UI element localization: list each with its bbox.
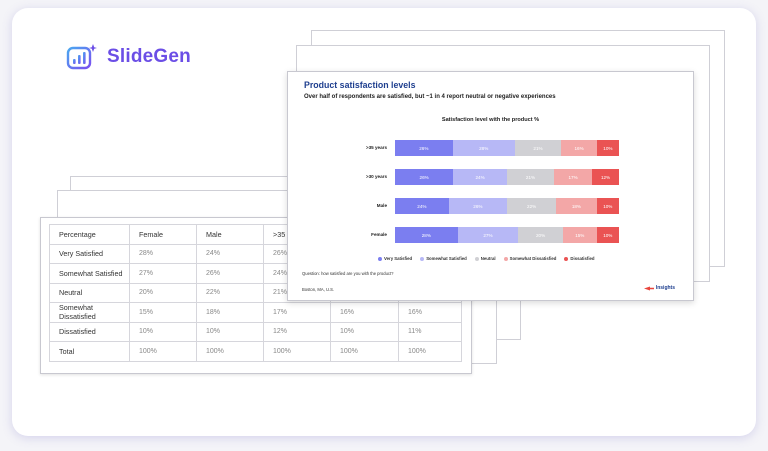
bar-segment: 20% bbox=[518, 227, 563, 243]
table-cell: 16% bbox=[398, 302, 462, 323]
location-note: Boston, MA, U.S. bbox=[302, 287, 335, 292]
table-cell: 100% bbox=[129, 341, 197, 362]
table-cell: 10% bbox=[196, 321, 264, 342]
column-header: Male bbox=[196, 224, 264, 245]
bar-segment: 26% bbox=[395, 169, 454, 185]
bar-segment: 21% bbox=[514, 140, 562, 156]
brand-text: Insights bbox=[655, 285, 675, 291]
legend-label: Very Satisfied bbox=[384, 256, 413, 261]
legend-swatch bbox=[564, 256, 569, 261]
legend-item: Dissatisfied bbox=[564, 256, 595, 261]
legend-swatch bbox=[503, 256, 508, 261]
bar-segment: 24% bbox=[395, 198, 449, 214]
row-label: Neutral bbox=[49, 282, 130, 303]
table-row: Somewhat Dissatisfied 15% 18% 17% 16% 16… bbox=[49, 302, 462, 323]
chart-title: Satisfaction level with the product % bbox=[441, 117, 540, 123]
table-cell: 26% bbox=[196, 263, 264, 284]
legend-swatch bbox=[474, 256, 479, 261]
chart-legend: Very Satisfied Somewhat Satisfied Neutral S… bbox=[378, 256, 595, 261]
bar-segment: 10% bbox=[596, 140, 619, 156]
table-cell: 16% bbox=[330, 302, 399, 323]
table-cell: 18% bbox=[196, 302, 264, 323]
table-cell: 15% bbox=[129, 302, 197, 323]
legend-label: Somewhat Satisfied bbox=[426, 256, 467, 261]
table-cell: 28% bbox=[129, 243, 197, 264]
category-label: >30 years bbox=[365, 174, 387, 179]
slide-title: Product satisfaction levels bbox=[304, 80, 416, 90]
app-name: SlideGen bbox=[107, 46, 191, 67]
bar-segment: 22% bbox=[507, 198, 557, 214]
legend-item: Very Satisfied bbox=[378, 256, 412, 261]
bar-segment: 26% bbox=[395, 140, 453, 156]
table-cell: 100% bbox=[330, 341, 399, 362]
row-label: Very Satisfied bbox=[49, 243, 130, 264]
legend-item: Neutral bbox=[474, 256, 496, 261]
table-row: Total 100% 100% 100% 100% 100% bbox=[49, 341, 462, 362]
table-cell: 20% bbox=[129, 282, 197, 303]
data-table-slide: Percentage Female Male >35 Very Satisfie… bbox=[40, 217, 472, 374]
bar-segment: 21% bbox=[507, 169, 555, 185]
brand-logo: Insights bbox=[643, 285, 675, 291]
table-cell: 10% bbox=[330, 321, 399, 342]
column-header: Female bbox=[129, 224, 197, 245]
row-label: Somewhat Dissatisfied bbox=[49, 302, 130, 323]
legend-label: Somewhat Dissatisfied bbox=[509, 256, 557, 261]
row-label: Total bbox=[49, 341, 130, 362]
bar-segment: 10% bbox=[596, 198, 619, 214]
bar-segment: 12% bbox=[592, 169, 619, 185]
bar-segment: 10% bbox=[596, 227, 619, 243]
table-cell: 100% bbox=[263, 341, 331, 362]
bar-segment: 27% bbox=[457, 227, 519, 243]
column-header: Percentage bbox=[49, 224, 130, 245]
table-cell: 17% bbox=[263, 302, 331, 323]
category-label: Male bbox=[376, 203, 387, 208]
table-cell: 100% bbox=[196, 341, 264, 362]
table-cell: 11% bbox=[398, 321, 462, 342]
bar-segment: 28% bbox=[395, 227, 458, 243]
slide-subtitle: Over half of respondents are satisfied, … bbox=[304, 94, 556, 100]
table-cell: 10% bbox=[129, 321, 197, 342]
bar-segment: 28% bbox=[452, 140, 515, 156]
bar-segment: 15% bbox=[563, 227, 597, 243]
legend-item: Somewhat Satisfied bbox=[420, 256, 467, 261]
table-cell: 100% bbox=[398, 341, 462, 362]
bar-segment: 16% bbox=[561, 140, 597, 156]
category-label: Female bbox=[371, 232, 387, 237]
table-cell: 12% bbox=[263, 321, 331, 342]
row-label: Dissatisfied bbox=[49, 321, 130, 342]
legend-swatch bbox=[378, 256, 382, 261]
legend-swatch bbox=[420, 256, 425, 261]
legend-label: Dissatisfied bbox=[570, 256, 595, 261]
bar-segment: 17% bbox=[554, 169, 593, 185]
arrow-logo-icon bbox=[643, 286, 654, 290]
table-cell: 22% bbox=[196, 282, 264, 303]
legend-label: Neutral bbox=[480, 256, 496, 261]
bar-segment: 26% bbox=[448, 198, 507, 214]
survey-question: Question: how satisfied are you with the… bbox=[302, 271, 394, 276]
row-label: Somewhat Satisfied bbox=[49, 263, 130, 284]
chart-slide: Product satisfaction levels Over half of… bbox=[287, 71, 694, 301]
table-row: Dissatisfied 10% 10% 12% 10% 11% bbox=[49, 321, 462, 342]
bar-chart-sparkle-icon bbox=[66, 44, 97, 70]
bar-segment: 24% bbox=[453, 169, 507, 185]
logo: SlideGen bbox=[66, 42, 191, 72]
category-label: >35 years bbox=[365, 145, 387, 150]
legend-item: Somewhat Dissatisfied bbox=[503, 256, 557, 261]
table-cell: 27% bbox=[129, 263, 197, 284]
bar-segment: 18% bbox=[556, 198, 597, 214]
table-cell: 24% bbox=[196, 243, 264, 264]
